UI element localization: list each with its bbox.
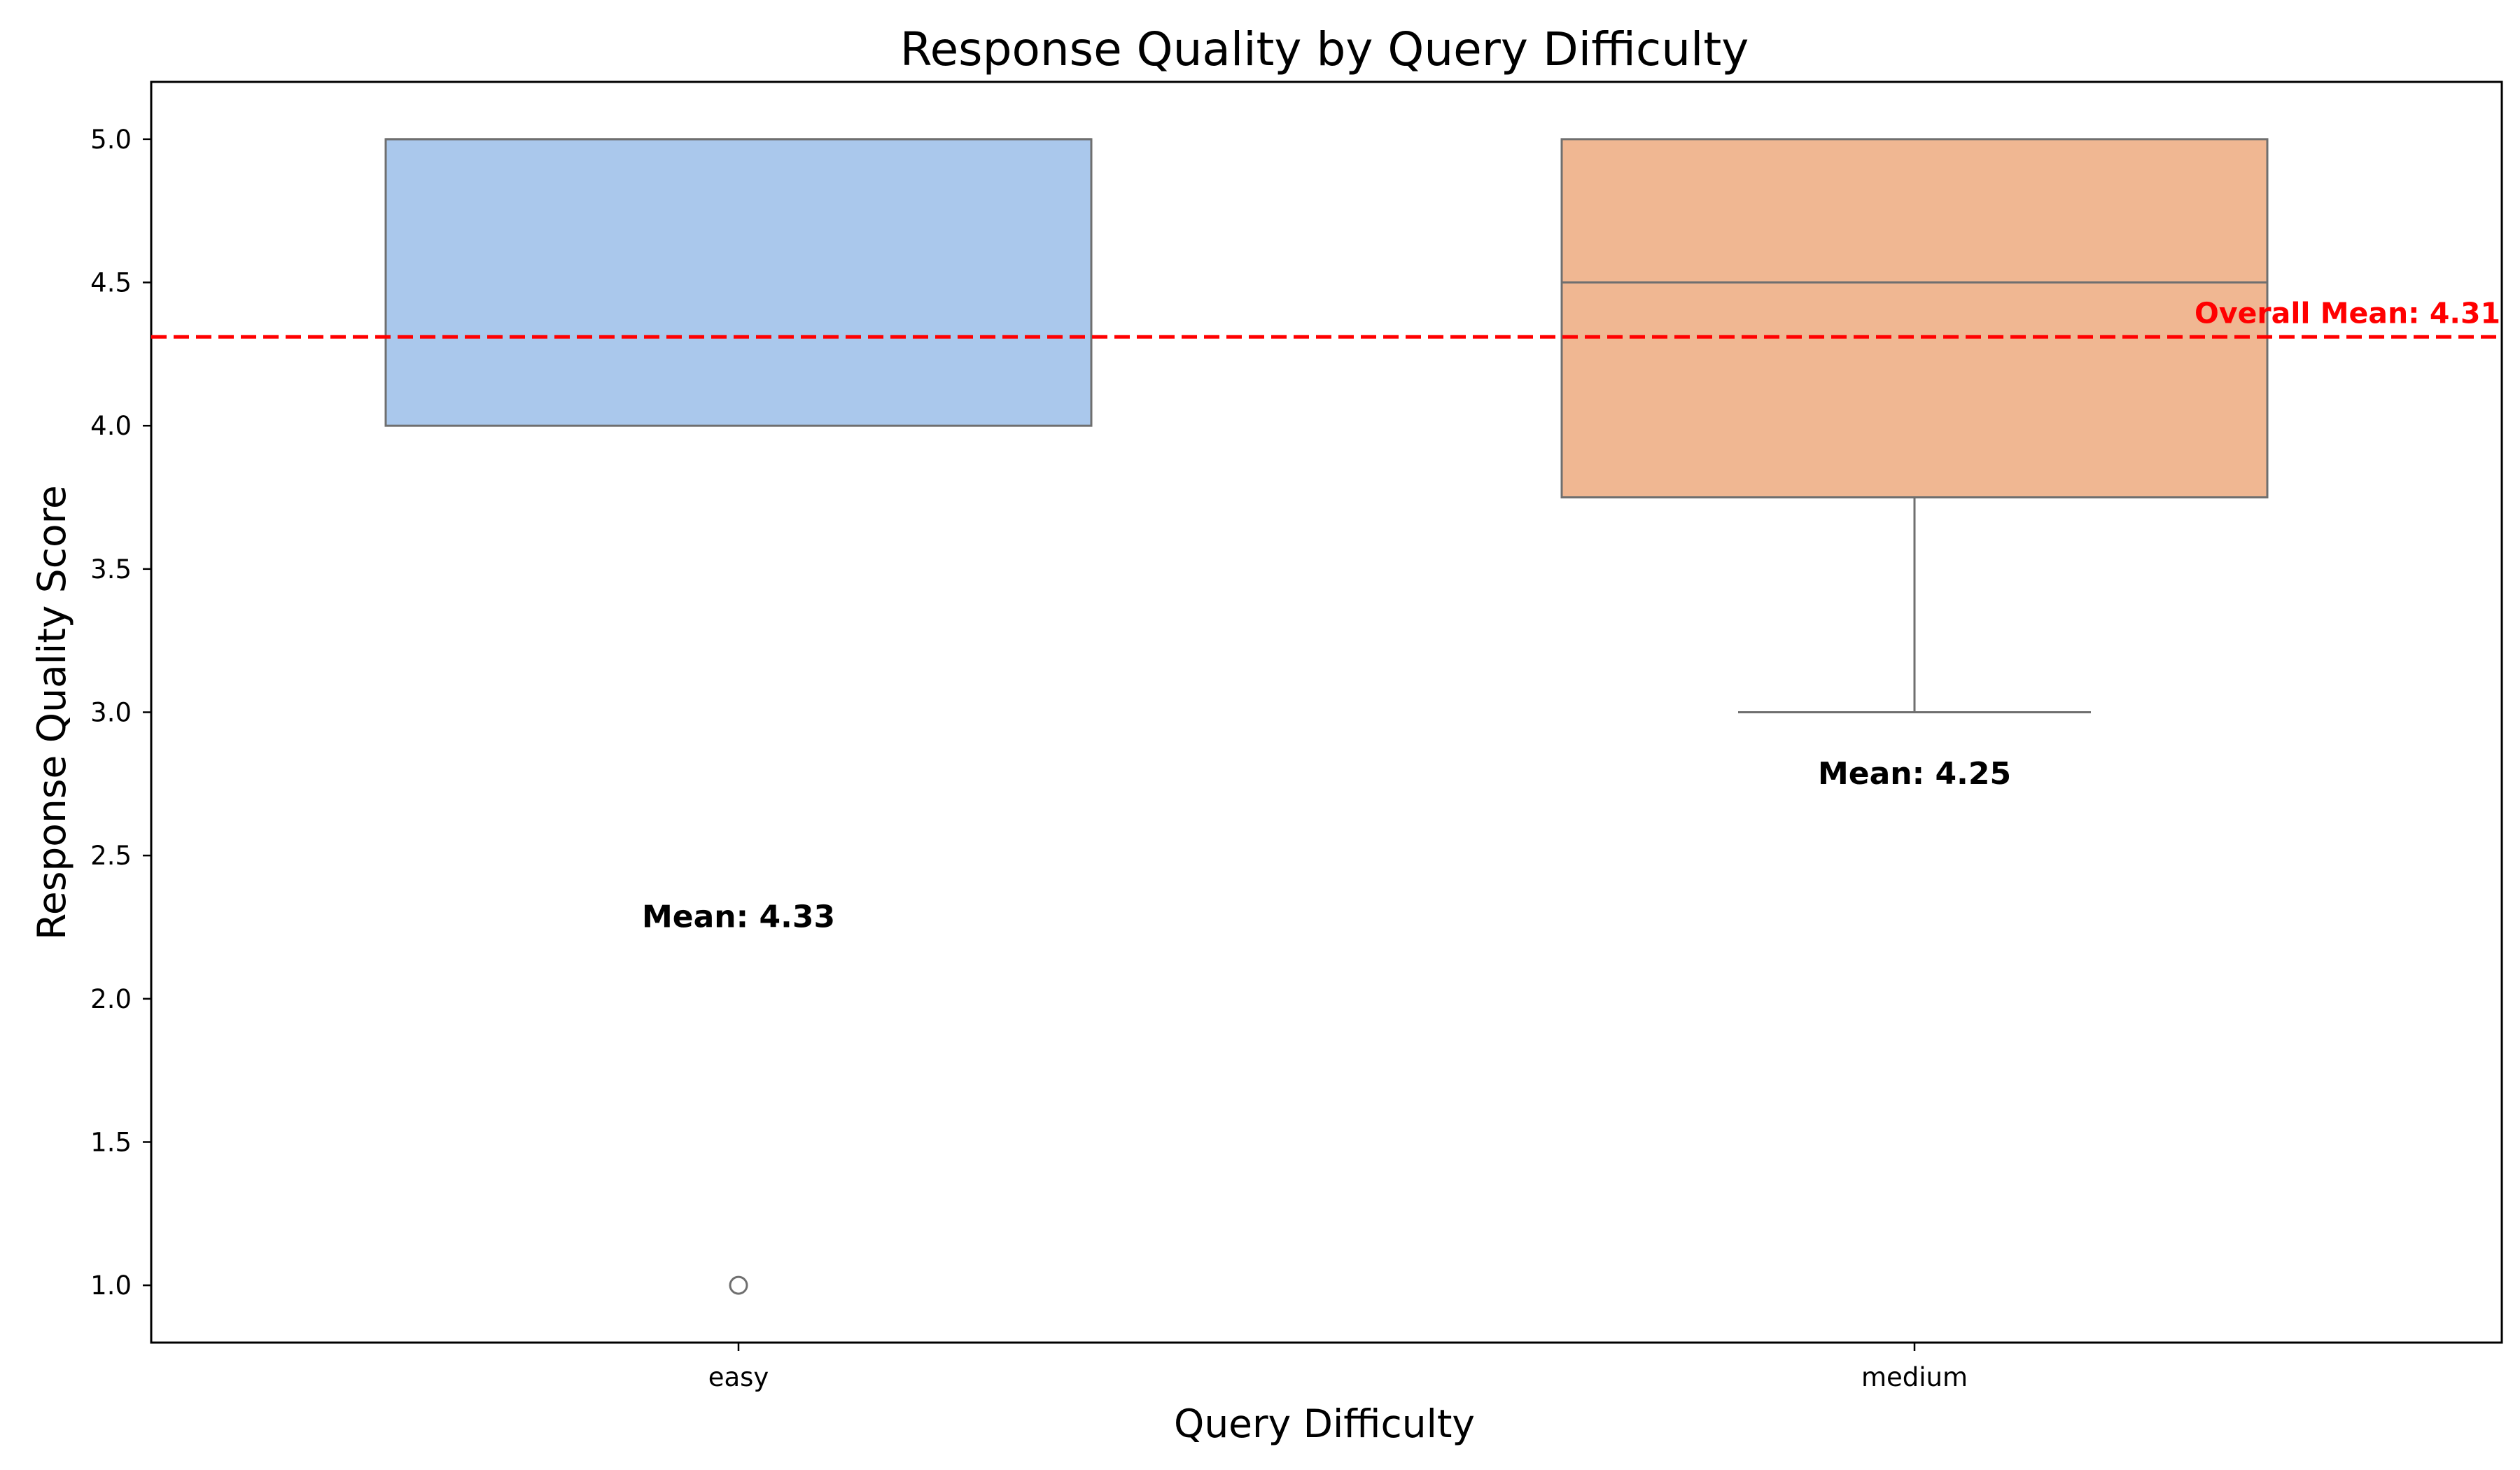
x-axis-label: Query Difficulty: [1174, 1401, 1475, 1446]
plot-layer: 1.0 1.5 2.0 2.5 3.0 3.5 4.0 4.5 5.0 easy medium Mea…: [90, 80, 2503, 1392]
y-tick-label: 3.0: [90, 698, 132, 728]
y-tick-label: 1.5: [90, 1127, 132, 1157]
chart-title: Response Quality by Query Difficulty: [900, 22, 1749, 76]
y-tick-label: 4.5: [90, 268, 132, 298]
y-tick-label: 1.0: [90, 1270, 132, 1301]
y-tick-label: 2.5: [90, 841, 132, 871]
y-tick-label: 4.0: [90, 411, 132, 441]
y-tick-label: 5.0: [90, 125, 132, 155]
outlier-point: [729, 1275, 748, 1295]
x-tick-label: medium: [1861, 1362, 1968, 1392]
overall-mean-label: Overall Mean: 4.31: [2194, 296, 2500, 330]
y-tick-label: 3.5: [90, 554, 132, 584]
mean-label-easy: Mean: 4.33: [642, 899, 835, 934]
y-tick-label: 2.0: [90, 984, 132, 1014]
x-tick-label: easy: [708, 1362, 769, 1392]
y-axis-label: Response Quality Score: [29, 485, 74, 940]
mean-label-medium: Mean: 4.25: [1818, 756, 2011, 792]
box-medium: [1560, 138, 2269, 499]
box-easy: [384, 138, 1093, 427]
